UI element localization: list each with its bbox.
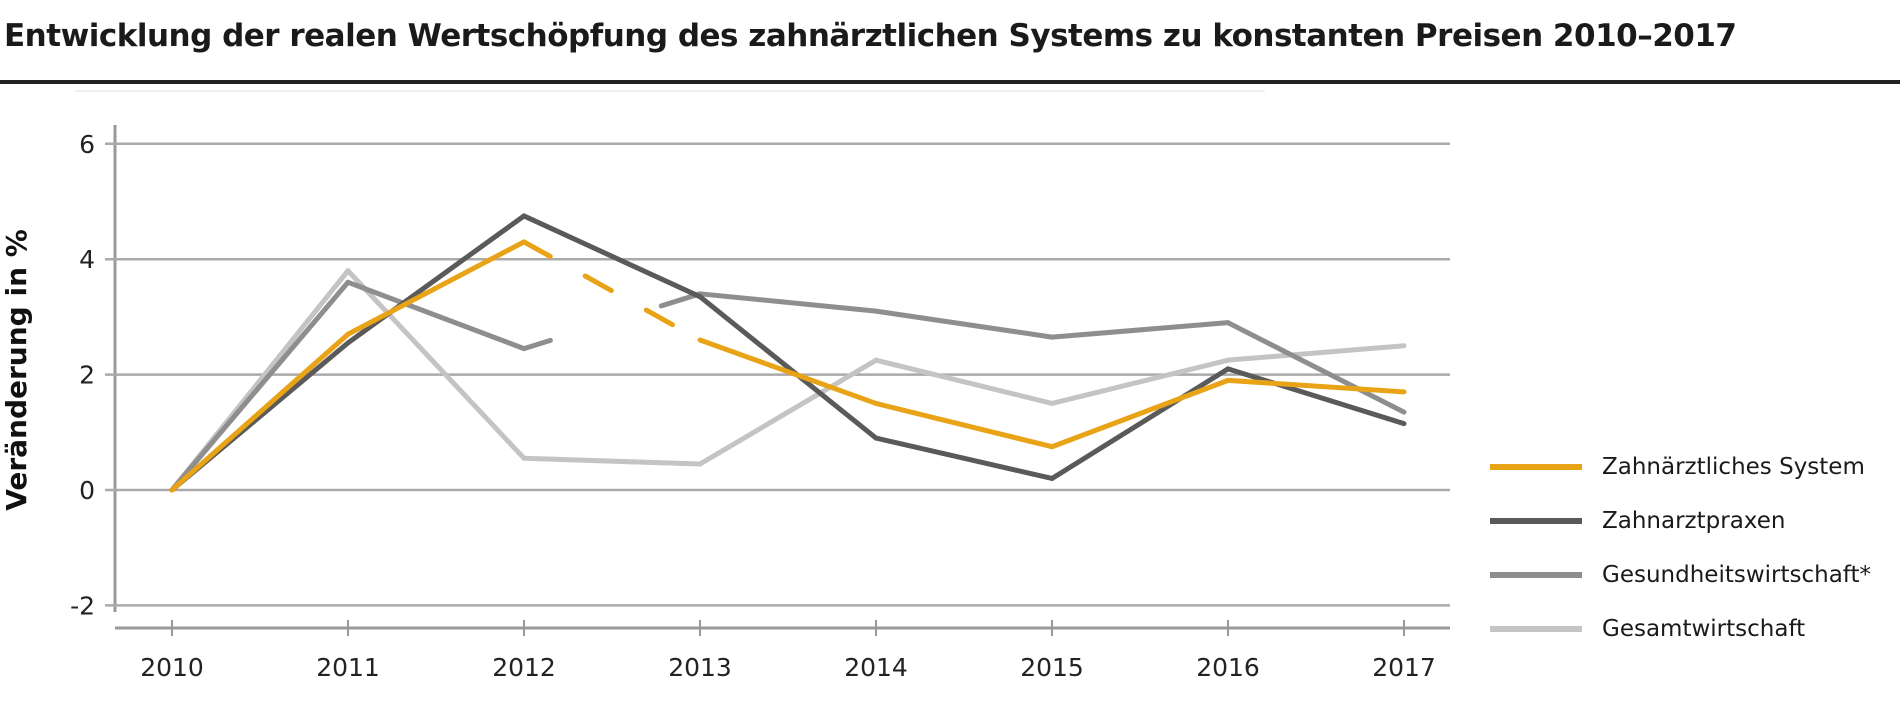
series-zahn-rztliches-system-segment (1225, 377, 1407, 395)
series-zahnarztpraxen-segment (873, 435, 1055, 481)
y-tick-label: 0 (79, 476, 95, 505)
series-gesundheitswirtschaft-segment (345, 279, 527, 352)
legend-swatch (1490, 572, 1582, 578)
series-zahn-rztliches-system-segment (873, 400, 1055, 450)
y-axis-label: Veränderung in % (0, 229, 33, 511)
x-tick-label: 2017 (1372, 653, 1436, 682)
legend-swatch (1490, 464, 1582, 470)
series-zahn-rztliches-system-segment (345, 239, 527, 337)
x-tick-label: 2013 (668, 653, 732, 682)
x-tick-label: 2012 (492, 653, 556, 682)
legend-item: Zahnärztliches System (1490, 440, 1871, 494)
chart-title: Entwicklung der realen Wertschöpfung des… (4, 18, 1737, 54)
series-gesundheitswirtschaft-segment (521, 337, 553, 352)
legend-label: Zahnarztpraxen (1602, 508, 1786, 534)
series-zahn-rztliches-system-segment (697, 337, 879, 406)
x-tick-label: 2016 (1196, 653, 1260, 682)
series-zahnarztpraxen-segment (697, 294, 879, 441)
title-subdivider (75, 90, 1265, 92)
legend-label: Gesamtwirtschaft (1602, 616, 1806, 642)
series-gesundheitswirtschaft-segment (1225, 320, 1407, 415)
x-tick-label: 2011 (316, 653, 380, 682)
series-zahn-rztliches-system-segment (169, 331, 351, 493)
series-gesamtwirtschaft-segment (521, 455, 703, 467)
series-gesundheitswirtschaft-segment (1049, 320, 1231, 340)
y-tick-label: 4 (79, 245, 95, 274)
legend-item: Gesundheitswirtschaft* (1490, 548, 1871, 602)
series-zahn-rztliches-system-segment (1049, 377, 1231, 450)
series-zahnarztpraxen-segment (345, 213, 527, 346)
legend-swatch (1490, 518, 1582, 524)
series-zahn-rztliches-system-segment (521, 239, 703, 343)
x-tick-label: 2010 (140, 653, 204, 682)
title-divider (0, 80, 1900, 84)
legend-item: Zahnarztpraxen (1490, 494, 1871, 548)
legend-item: Gesamtwirtschaft (1490, 602, 1871, 656)
y-tick-label: 2 (79, 361, 95, 390)
legend-label: Zahnärztliches System (1602, 454, 1865, 480)
x-tick-label: 2015 (1020, 653, 1084, 682)
series-gesamtwirtschaft-segment (1225, 343, 1407, 363)
series-gesamtwirtschaft-segment (873, 357, 1055, 406)
series-zahnarztpraxen-segment (521, 213, 703, 300)
series-gesamtwirtschaft-segment (345, 268, 527, 461)
y-tick-label: 6 (79, 130, 95, 159)
series-gesamtwirtschaft-segment (697, 357, 879, 467)
series-zahnarztpraxen-segment (1225, 366, 1407, 427)
x-tick-label: 2014 (844, 653, 908, 682)
series-gesamtwirtschaft-segment (1049, 357, 1231, 406)
y-tick-label: -2 (70, 591, 95, 620)
series-gesundheitswirtschaft-segment (873, 308, 1055, 340)
legend-swatch (1490, 626, 1582, 632)
series-gesundheitswirtschaft-segment (169, 279, 351, 493)
series-zahnarztpraxen-segment (1049, 366, 1231, 481)
legend: Zahnärztliches System Zahnarztpraxen Gesun… (1490, 440, 1871, 656)
series-gesundheitswirtschaft-segment (697, 291, 879, 314)
legend-label: Gesundheitswirtschaft* (1602, 562, 1872, 588)
